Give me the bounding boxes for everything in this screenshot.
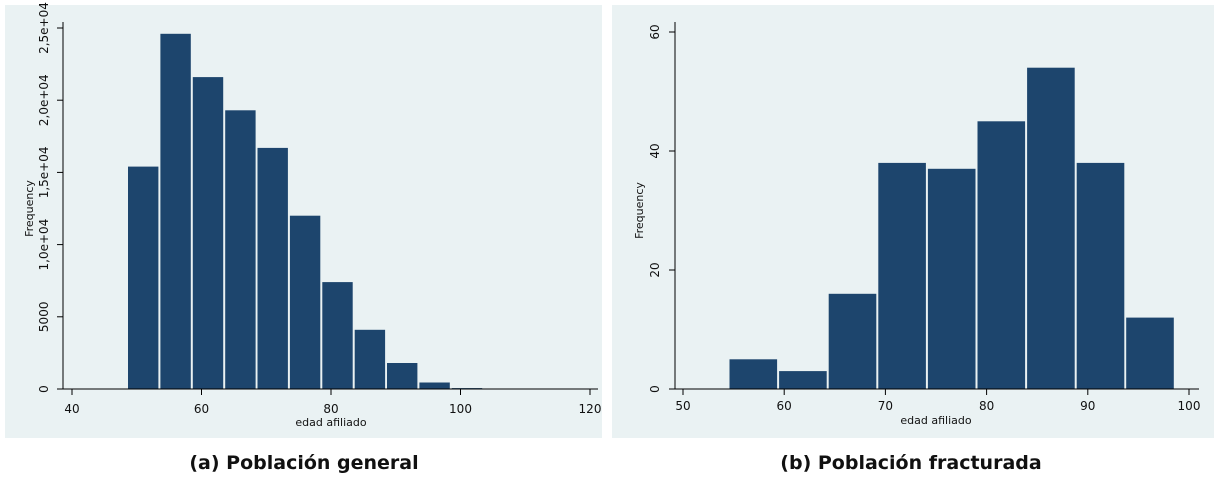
chart-a-y-tick-label-1: 5000 xyxy=(37,302,51,333)
chart-a-bar-6 xyxy=(322,282,353,389)
chart-a-x-tick-label-1: 60 xyxy=(194,402,209,416)
chart-b-x-tick-label-3: 80 xyxy=(979,399,994,413)
chart-b-y-tick-label-0: 0 xyxy=(648,385,662,393)
chart-a-bar-4 xyxy=(257,147,288,389)
chart-a-y-tick-label-0: 0 xyxy=(37,385,51,393)
chart-a-bar-3 xyxy=(225,110,256,390)
caption-b: (b) Población fracturada xyxy=(780,452,1042,474)
caption-a: (a) Población general xyxy=(189,452,419,474)
chart-a-y-tick-label-4: 2,0e+04 xyxy=(37,74,51,126)
chart-b-bar-3 xyxy=(878,162,926,389)
chart-a-bar-8 xyxy=(387,363,418,389)
chart-a-y-tick-label-5: 2,5e+04 xyxy=(37,2,51,54)
chart-a-bar-0 xyxy=(128,166,159,389)
chart-a: 40 60 80 100 120 0 5000 1,0e+04 1,5e+04 2,0e+04 2,… xyxy=(23,2,601,429)
chart-b-bar-8 xyxy=(1126,317,1174,389)
chart-b-bar-6 xyxy=(1027,67,1075,389)
chart-b-bar-0 xyxy=(729,359,778,390)
chart-b-y-tick-label-3: 60 xyxy=(648,24,662,39)
chart-b-bar-4 xyxy=(927,168,976,389)
chart-b-bar-1 xyxy=(779,371,827,389)
chart-a-x-tick-label-4: 120 xyxy=(579,402,602,416)
chart-a-bar-7 xyxy=(354,329,386,389)
chart-b-y-axis-title: Frequency xyxy=(633,182,646,239)
chart-b-bar-5 xyxy=(977,121,1026,390)
chart-b-x-tick-label-5: 100 xyxy=(1178,399,1201,413)
chart-a-y-axis-title: Frequency xyxy=(23,180,36,237)
chart-b: 50 60 70 80 90 100 0 20 40 60 edad afiliado Frequen… xyxy=(633,22,1200,427)
chart-a-x-axis-title: edad afiliado xyxy=(295,416,366,429)
chart-a-bar-5 xyxy=(289,215,321,389)
chart-a-bar-9 xyxy=(419,382,450,389)
chart-b-x-tick-label-4: 90 xyxy=(1080,399,1095,413)
chart-b-y-tick-label-1: 20 xyxy=(648,262,662,277)
chart-a-y-tick-label-3: 1,5e+04 xyxy=(37,147,51,199)
chart-a-x-tick-label-3: 100 xyxy=(449,402,472,416)
chart-b-y-tick-label-2: 40 xyxy=(648,143,662,158)
chart-a-bar-1 xyxy=(160,33,191,390)
chart-a-x-tick-label-2: 80 xyxy=(323,402,338,416)
chart-b-x-tick-label-0: 50 xyxy=(675,399,690,413)
chart-a-bar-2 xyxy=(192,77,224,389)
chart-a-x-tick-label-0: 40 xyxy=(64,402,79,416)
chart-b-x-tick-label-2: 70 xyxy=(878,399,893,413)
chart-b-x-axis-title: edad afiliado xyxy=(900,414,971,427)
chart-a-y-tick-label-2: 1,0e+04 xyxy=(37,219,51,271)
chart-b-bar-2 xyxy=(828,293,877,389)
chart-b-bar-7 xyxy=(1076,162,1125,389)
chart-b-x-tick-label-1: 60 xyxy=(777,399,792,413)
